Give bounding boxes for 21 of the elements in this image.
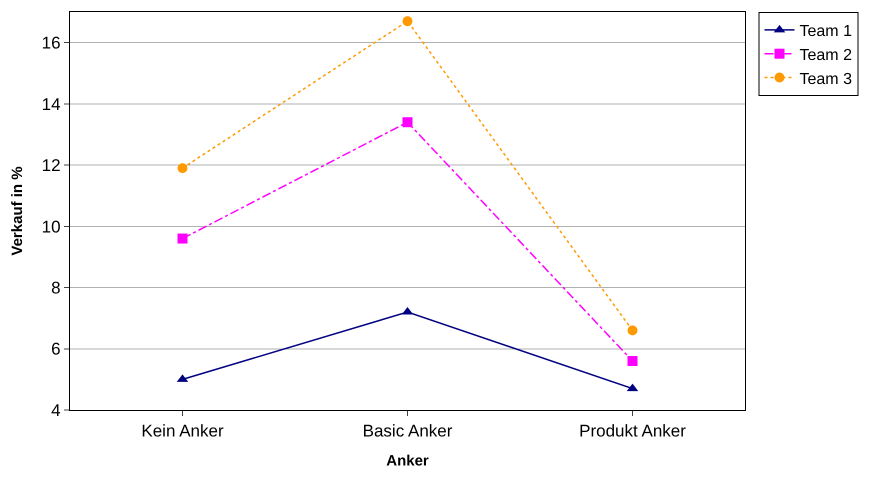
y-tick-label: 4	[51, 400, 61, 420]
point	[178, 163, 188, 174]
legend-label: Team 2	[800, 46, 852, 64]
x-tick-label: Produkt Anker	[579, 421, 686, 440]
x-tick-label: Kein Anker	[141, 421, 224, 440]
y-tick-label: 14	[42, 94, 61, 114]
point	[402, 117, 412, 128]
legend-label: Team 1	[800, 23, 852, 40]
y-tick-label: 12	[42, 156, 61, 176]
y-tick-label: 16	[42, 34, 61, 53]
point	[178, 234, 188, 244]
point	[628, 325, 638, 336]
y-tick-label: 8	[51, 278, 61, 298]
y-tick-label: 10	[42, 217, 61, 236]
x-tick-label: Basic Anker	[362, 421, 453, 440]
point	[402, 16, 412, 26]
y-tick-label: 6	[51, 340, 61, 359]
y-axis-title: Verkauf in %	[8, 166, 26, 256]
legend-label: Team 3	[800, 70, 852, 88]
x-axis-title: Anker	[386, 452, 429, 470]
point	[628, 356, 638, 366]
